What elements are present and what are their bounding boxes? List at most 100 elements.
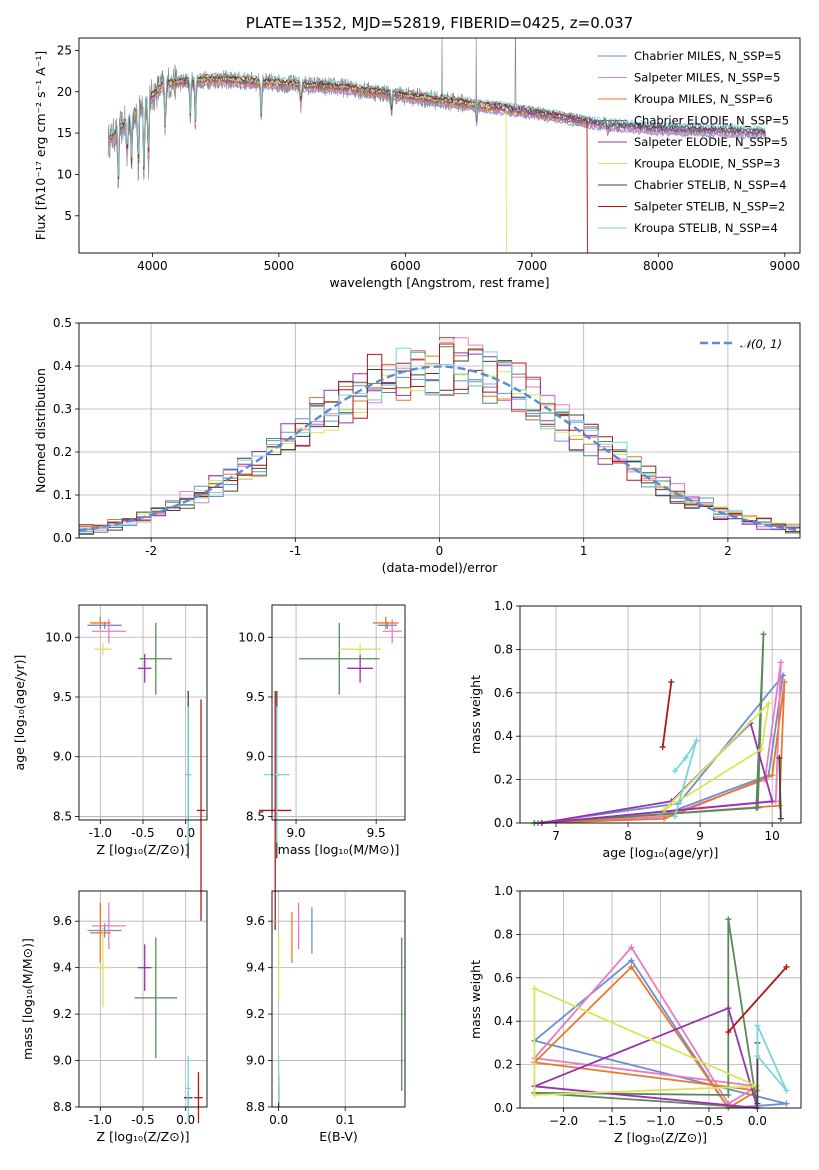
- ytick-label-3-3: 10.0: [238, 630, 265, 644]
- xtick-label-7-1: −1.5: [597, 1114, 626, 1128]
- weight-line-7-5: [533, 987, 758, 1096]
- axes-frame-0: [78, 37, 801, 254]
- ytick-label-1-1: 0.1: [53, 488, 72, 502]
- ytick-label-6-0: 8.8: [246, 1100, 265, 1114]
- ytick-label-7-2: 0.4: [494, 1014, 513, 1028]
- xlabel-4: age [log₁₀(age/yr)]: [603, 845, 719, 860]
- legend-label-4: Salpeter ELODIE, N_SSP=5: [634, 135, 788, 149]
- errorbar-5-3: [134, 937, 178, 1059]
- errorbar-5-7: [194, 1072, 203, 1124]
- ytick-label-4-0: 0.0: [494, 816, 513, 830]
- ytick-label-4-3: 0.6: [494, 686, 513, 700]
- weight-line-4-0: [537, 672, 785, 824]
- title-spectrum: PLATE=1352, MJD=52819, FIBERID=0425, z=0…: [246, 14, 633, 32]
- weight-line-4-3: [534, 634, 765, 824]
- xtick-label-3-0: 9.0: [286, 826, 305, 840]
- xtick-label-4-2: 9: [696, 829, 704, 843]
- spectrum-model-8: [109, 71, 766, 177]
- weight-marker-7-8-1: [754, 1052, 761, 1059]
- weight-line-4-1: [541, 662, 782, 824]
- xtick-label-0-2: 6000: [390, 259, 421, 273]
- weight-marker-4-5-3: [661, 806, 668, 813]
- ytick-label-7-0: 0.0: [494, 1101, 513, 1115]
- ytick-label-0-1: 10: [57, 167, 72, 181]
- xtick-label-7-2: −1.0: [646, 1114, 675, 1128]
- ytick-label-3-1: 9.0: [246, 750, 265, 764]
- ytick-label-5-1: 9.0: [53, 1054, 72, 1068]
- weight-marker-4-3-3: [753, 804, 760, 811]
- xlabel-1: (data-model)/error: [382, 560, 499, 575]
- weight-line-7-4: [534, 1006, 759, 1110]
- xtick-label-1-2: 0: [436, 544, 444, 558]
- ytick-label-2-2: 9.5: [53, 690, 72, 704]
- weight-line-4-6: [778, 757, 782, 819]
- ylabel-5: mass [log₁₀(M/M⊙)]: [20, 938, 35, 1060]
- weight-line-7-7: [727, 966, 788, 1033]
- axes-frame-7: [519, 890, 802, 1109]
- legend-label-1: Salpeter MILES, N_SSP=5: [634, 71, 780, 85]
- xlabel-5: Z [log₁₀(Z/Z⊙)]: [97, 1129, 190, 1144]
- ytick-label-4-2: 0.4: [494, 729, 513, 743]
- weight-line-7-1: [533, 945, 761, 1105]
- axes-frame-5: [78, 890, 208, 1108]
- weight-marker-7-7-1: [783, 963, 790, 970]
- histogram-plot: [79, 337, 800, 537]
- errorbar-5-2: [90, 902, 111, 963]
- xtick-label-0-3: 7000: [517, 259, 548, 273]
- weight-marker-4-8-2: [693, 737, 700, 744]
- xtick-label-7-3: −0.5: [694, 1114, 723, 1128]
- weight-marker-4-5-2: [758, 746, 765, 753]
- weight-marker-7-7-0: [725, 1029, 732, 1036]
- errorbar-3-7: [259, 691, 292, 930]
- weight-marker-7-0-1: [628, 957, 635, 964]
- errorbar-3-5: [339, 643, 381, 656]
- xtick-label-7-4: 0.0: [748, 1114, 767, 1128]
- errorbar-2-7: [196, 699, 206, 922]
- weight-marker-4-3-2: [760, 631, 767, 638]
- errorbar-5-8: [185, 1055, 191, 1121]
- weight-line-4-5: [663, 700, 770, 811]
- xtick-label-2-1: -0.5: [131, 826, 154, 840]
- xlabel-2: Z [log₁₀(Z/Z⊙)]: [97, 842, 190, 857]
- ylabel-4: mass weight: [468, 675, 483, 754]
- ytick-label-4-1: 0.2: [494, 773, 513, 787]
- weight-marker-7-0-3: [783, 1100, 790, 1107]
- weight-marker-7-6-1: [754, 1100, 761, 1107]
- xtick-label-0-5: 9000: [770, 259, 801, 273]
- hist-series-8: [79, 347, 800, 534]
- xtick-label-4-0: 7: [552, 829, 560, 843]
- ytick-label-6-3: 9.4: [246, 961, 265, 975]
- ytick-label-5-4: 9.6: [53, 914, 72, 928]
- weight-marker-4-8-3: [671, 813, 678, 820]
- xtick-label-1-4: 2: [724, 544, 732, 558]
- ytick-label-1-5: 0.5: [53, 316, 72, 330]
- xtick-label-6-1: 0.1: [336, 1113, 355, 1127]
- axes-frame-6: [271, 890, 406, 1108]
- axes-frame-2: [78, 604, 208, 821]
- xtick-label-6-0: 0.0: [269, 1113, 288, 1127]
- legend-label-3: Chabrier ELODIE, N_SSP=5: [634, 114, 789, 128]
- ytick-label-5-2: 9.2: [53, 1007, 72, 1021]
- weight-marker-4-6-1: [777, 815, 784, 822]
- xtick-label-1-3: 1: [580, 544, 588, 558]
- xtick-label-1-1: -1: [289, 544, 301, 558]
- legend-label-2: Kroupa MILES, N_SSP=6: [634, 92, 773, 106]
- ytick-label-1-2: 0.2: [53, 445, 72, 459]
- weight-marker-7-4-1: [725, 1005, 732, 1012]
- ytick-label-0-4: 25: [57, 43, 72, 57]
- weight-marker-7-3-2: [725, 916, 732, 923]
- ytick-label-2-0: 8.5: [53, 809, 72, 823]
- weight-marker-4-4-3: [769, 798, 776, 805]
- ytick-label-2-3: 10.0: [45, 630, 72, 644]
- xtick-label-5-2: 0.0: [176, 1113, 195, 1127]
- xtick-label-2-0: -1.0: [89, 826, 112, 840]
- weight-marker-4-2-2: [769, 772, 776, 779]
- errorbar-2-2: [90, 616, 111, 629]
- ytick-label-6-2: 9.2: [246, 1007, 265, 1021]
- ytick-label-1-0: 0.0: [53, 531, 72, 545]
- weight-marker-4-1-3: [777, 659, 784, 666]
- errorbar-3-8: [263, 706, 290, 843]
- errorbar-3-2: [372, 616, 399, 629]
- xlabel-6: E(B-V): [319, 1129, 358, 1144]
- xtick-label-5-0: -1.0: [89, 1113, 112, 1127]
